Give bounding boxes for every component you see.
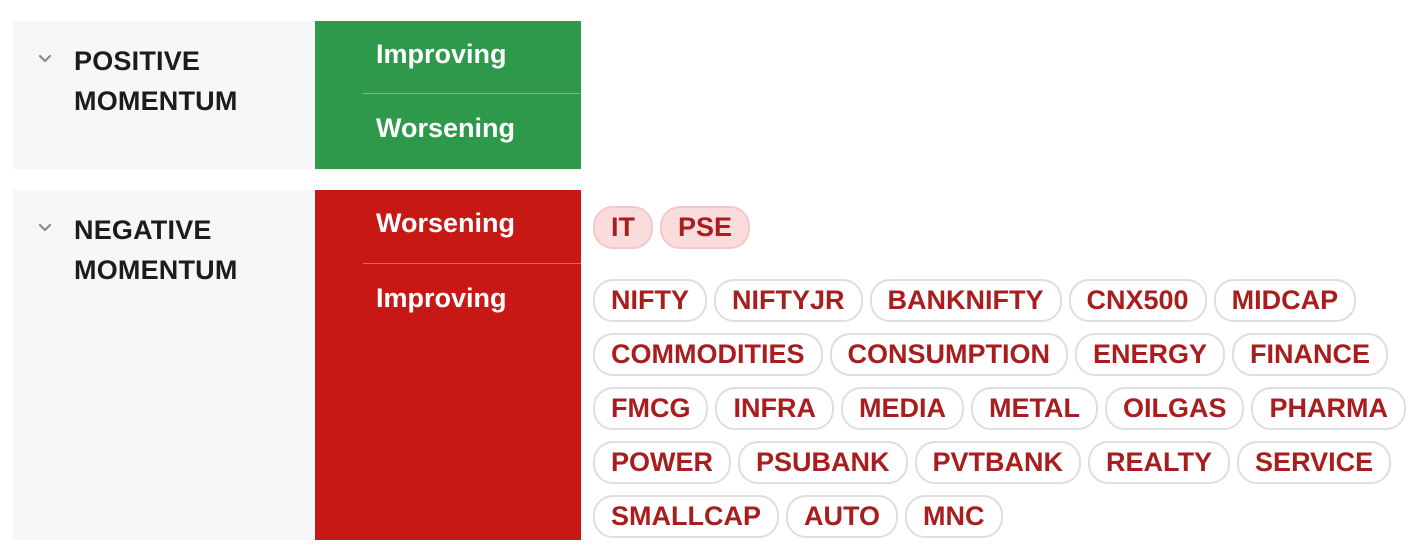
tag-finance[interactable]: FINANCE [1232,333,1389,376]
tag-pse[interactable]: PSE [660,206,751,249]
tag-auto[interactable]: AUTO [786,495,899,538]
group-title-line1: NEGATIVE [74,215,212,245]
tag-smallcap[interactable]: SMALLCAP [593,495,779,538]
tag-infra[interactable]: INFRA [715,387,834,430]
tag-psubank[interactable]: PSUBANK [738,441,908,484]
negative-momentum-group: NEGATIVE MOMENTUM Worsening Improving IT… [13,190,1413,540]
tag-nifty[interactable]: NIFTY [593,279,707,322]
negative-momentum-header[interactable]: NEGATIVE MOMENTUM [13,190,315,540]
tag-it[interactable]: IT [593,206,653,249]
chevron-down-icon[interactable] [37,53,53,65]
tag-media[interactable]: MEDIA [840,387,964,430]
tag-mnc[interactable]: MNC [905,495,1003,538]
tag-oilgas[interactable]: OILGAS [1104,387,1245,430]
negative-status-column: Worsening Improving [315,190,581,540]
tag-pharma[interactable]: PHARMA [1251,387,1406,430]
group-title: NEGATIVE MOMENTUM [74,210,238,290]
tag-cnx500[interactable]: CNX500 [1068,279,1207,322]
tag-midcap[interactable]: MIDCAP [1213,279,1357,322]
tag-service[interactable]: SERVICE [1237,441,1392,484]
tag-consumption[interactable]: CONSUMPTION [829,333,1068,376]
tag-power[interactable]: POWER [593,441,732,484]
status-divider [363,263,581,264]
status-improving[interactable]: Improving [376,283,507,313]
positive-status-column: Improving Worsening [315,21,581,169]
chevron-down-icon[interactable] [37,222,53,234]
group-title-line1: POSITIVE [74,46,201,76]
status-improving[interactable]: Improving [376,39,507,69]
tag-pvtbank[interactable]: PVTBANK [914,441,1082,484]
worsening-tag-list: IT PSE [593,206,1413,260]
group-title-line2: MOMENTUM [74,86,238,116]
group-title: POSITIVE MOMENTUM [74,41,238,121]
tag-niftyjr[interactable]: NIFTYJR [714,279,863,322]
positive-momentum-header[interactable]: POSITIVE MOMENTUM [13,21,315,169]
tag-metal[interactable]: METAL [970,387,1098,430]
tag-fmcg[interactable]: FMCG [593,387,709,430]
status-worsening[interactable]: Worsening [376,208,516,238]
tag-realty[interactable]: REALTY [1088,441,1231,484]
group-title-line2: MOMENTUM [74,255,238,285]
positive-momentum-group: POSITIVE MOMENTUM Improving Worsening [13,21,1413,169]
tag-banknifty[interactable]: BANKNIFTY [869,279,1062,322]
tag-energy[interactable]: ENERGY [1075,333,1226,376]
tag-commodities[interactable]: COMMODITIES [593,333,823,376]
status-worsening[interactable]: Worsening [376,113,516,143]
improving-tag-list: NIFTY NIFTYJR BANKNIFTY CNX500 MIDCAP CO… [593,279,1413,549]
status-divider [363,93,581,94]
